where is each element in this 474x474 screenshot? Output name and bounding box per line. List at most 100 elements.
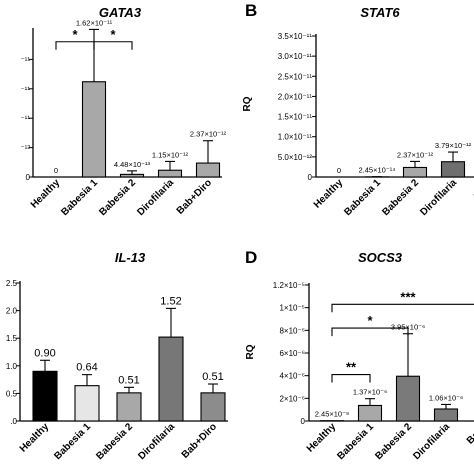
category-label: Healthy bbox=[312, 177, 346, 211]
significance-bracket bbox=[55, 41, 95, 50]
category-label: Babesia 1 bbox=[335, 421, 376, 462]
value-label: 2.45×10⁻¹⁴ bbox=[359, 166, 396, 175]
significance-label: ** bbox=[346, 360, 357, 375]
value-label: 0.90 bbox=[34, 347, 55, 359]
y-tick-label: 1×10⁻⁵ bbox=[279, 304, 305, 313]
bar bbox=[158, 336, 184, 422]
panel-c: IL-13 .0 0.5 1.0 1.5 2.0 2.5 0.90 Healthy 0.64 Ba… bbox=[6, 250, 228, 462]
y-tick-label: 2.0 bbox=[6, 307, 18, 316]
y-tick-label: 1.5 bbox=[6, 334, 18, 343]
y-tick-label: 5.0×10⁻¹² bbox=[278, 153, 313, 162]
value-label: 1.15×10⁻¹² bbox=[152, 150, 189, 159]
value-label: 1.37×10⁻⁶ bbox=[353, 388, 387, 397]
category-label: Bab+ bbox=[465, 421, 474, 446]
bar bbox=[81, 81, 107, 178]
panel-c-plot: .0 0.5 1.0 1.5 2.0 2.5 0.90 Healthy 0.64 Babesia … bbox=[6, 279, 228, 462]
category-label: Healthy bbox=[29, 177, 63, 211]
y-tick-label: 2.5×10⁻¹¹ bbox=[278, 72, 313, 81]
value-label: 4.48×10⁻¹³ bbox=[114, 160, 151, 169]
value-label: 0 bbox=[54, 166, 58, 175]
panel-d-title: SOCS3 bbox=[358, 250, 403, 265]
value-label: 0.51 bbox=[202, 371, 223, 383]
bar bbox=[433, 408, 459, 422]
category-label: Dirofilaria bbox=[418, 177, 459, 218]
bar bbox=[195, 162, 221, 178]
category-label: Bab+Diro bbox=[175, 177, 214, 216]
value-label: 0.51 bbox=[118, 374, 139, 386]
panel-d-label: D bbox=[245, 248, 257, 267]
category-label: Healthy bbox=[305, 421, 339, 455]
category-label: Babesia 1 bbox=[342, 177, 383, 218]
category-label: Babesia 2 bbox=[94, 421, 135, 462]
panel-b-plot: 0 5.0×10⁻¹² 1.0×10⁻¹¹ 1.5×10⁻¹¹ 2.0×10⁻¹¹ 2.5… bbox=[278, 32, 474, 218]
panel-d: D SOCS3 RQ 0 2×10⁻⁶ 4×10⁻⁶ 6×10⁻⁶ 8×10⁻⁶ 1×10… bbox=[245, 248, 474, 462]
value-label: 0 bbox=[337, 166, 341, 175]
bar bbox=[402, 166, 428, 178]
category-label: Bab+Diro bbox=[180, 421, 219, 460]
category-label: Dirofilaria bbox=[135, 177, 176, 218]
y-tick-label: ⁻¹² bbox=[20, 144, 30, 153]
value-label: 3.79×10⁻¹² bbox=[435, 141, 472, 150]
category-label: Dirofilaria bbox=[411, 421, 452, 462]
category-label: Babesia 1 bbox=[52, 421, 93, 462]
y-tick-label: 2×10⁻⁶ bbox=[279, 394, 305, 403]
category-label: Healthy bbox=[18, 421, 52, 455]
panel-d-plot: 0 2×10⁻⁶ 4×10⁻⁶ 6×10⁻⁶ 8×10⁻⁶ 1×10⁻⁵ 1.2×10⁻⁵ 2… bbox=[273, 281, 474, 462]
y-tick-label: 3.0×10⁻¹¹ bbox=[278, 52, 313, 61]
bar bbox=[395, 375, 421, 422]
y-tick-label: 4×10⁻⁶ bbox=[279, 372, 305, 381]
bar bbox=[357, 404, 383, 422]
panel-b-ylabel: RQ bbox=[242, 96, 253, 111]
value-label: 3.95×10⁻⁶ bbox=[391, 323, 425, 332]
y-tick-label: 0 bbox=[308, 173, 313, 182]
y-tick-label: ⁻¹¹ bbox=[20, 85, 30, 94]
value-label: 2.37×10⁻¹² bbox=[397, 150, 434, 159]
y-tick-label: 1.0 bbox=[6, 362, 18, 371]
y-tick-label: 0 bbox=[26, 173, 31, 182]
value-label: 0.64 bbox=[76, 362, 97, 374]
significance-label: * bbox=[367, 313, 373, 328]
y-tick-label: .0 bbox=[10, 417, 17, 426]
bar bbox=[200, 392, 226, 422]
significance-label: * bbox=[110, 27, 116, 42]
bar bbox=[74, 385, 100, 422]
y-tick-label: 3.5×10⁻¹¹ bbox=[278, 32, 313, 41]
value-label: 1.06×10⁻⁶ bbox=[429, 393, 463, 402]
value-label: 2.37×10⁻¹² bbox=[190, 130, 227, 139]
bar bbox=[119, 173, 145, 178]
significance-bracket bbox=[331, 327, 409, 337]
y-tick-label: ⁻¹¹ bbox=[20, 114, 30, 123]
y-tick-label: 1.0×10⁻¹¹ bbox=[278, 133, 313, 142]
y-tick-label: 0.5 bbox=[6, 389, 18, 398]
category-label: Babesia 2 bbox=[380, 177, 421, 218]
value-label: 1.62×10⁻¹¹ bbox=[76, 18, 113, 27]
significance-label: * bbox=[72, 27, 78, 42]
value-label: 1.52 bbox=[160, 295, 181, 307]
category-label: Dirofilaria bbox=[136, 421, 177, 462]
category-label: Babesia 2 bbox=[97, 177, 138, 218]
panel-c-title: IL-13 bbox=[115, 250, 146, 265]
value-label: 2.45×10⁻⁸ bbox=[315, 410, 349, 419]
significance-bracket bbox=[93, 41, 133, 50]
panel-b: B STAT6 RQ 0 5.0×10⁻¹² 1.0×10⁻¹¹ 1.5×10⁻¹¹ 2… bbox=[242, 1, 474, 218]
panel-b-title: STAT6 bbox=[360, 5, 400, 20]
bar bbox=[116, 392, 142, 422]
y-tick-label: 2.0×10⁻¹¹ bbox=[278, 92, 313, 101]
y-tick-label: 1.5×10⁻¹¹ bbox=[278, 113, 313, 122]
y-tick-label: 1.2×10⁻⁵ bbox=[273, 281, 305, 290]
significance-bracket bbox=[331, 303, 474, 313]
significance-label: *** bbox=[400, 289, 416, 304]
panel-b-label: B bbox=[245, 1, 257, 20]
y-tick-label: 0 bbox=[301, 417, 306, 426]
bar bbox=[440, 161, 466, 178]
y-tick-label: 6×10⁻⁶ bbox=[279, 349, 305, 358]
y-tick-label: 8×10⁻⁶ bbox=[279, 326, 305, 335]
y-tick-label: ⁻¹¹ bbox=[20, 55, 30, 64]
panel-a: GATA3 0⁻¹²⁻¹¹⁻¹¹⁻¹¹0Healthy1.62×10⁻¹¹Bab… bbox=[20, 5, 226, 218]
bar bbox=[157, 169, 183, 178]
category-label: Babesia 2 bbox=[373, 421, 414, 462]
significance-bracket bbox=[331, 373, 371, 383]
bar bbox=[32, 370, 58, 422]
